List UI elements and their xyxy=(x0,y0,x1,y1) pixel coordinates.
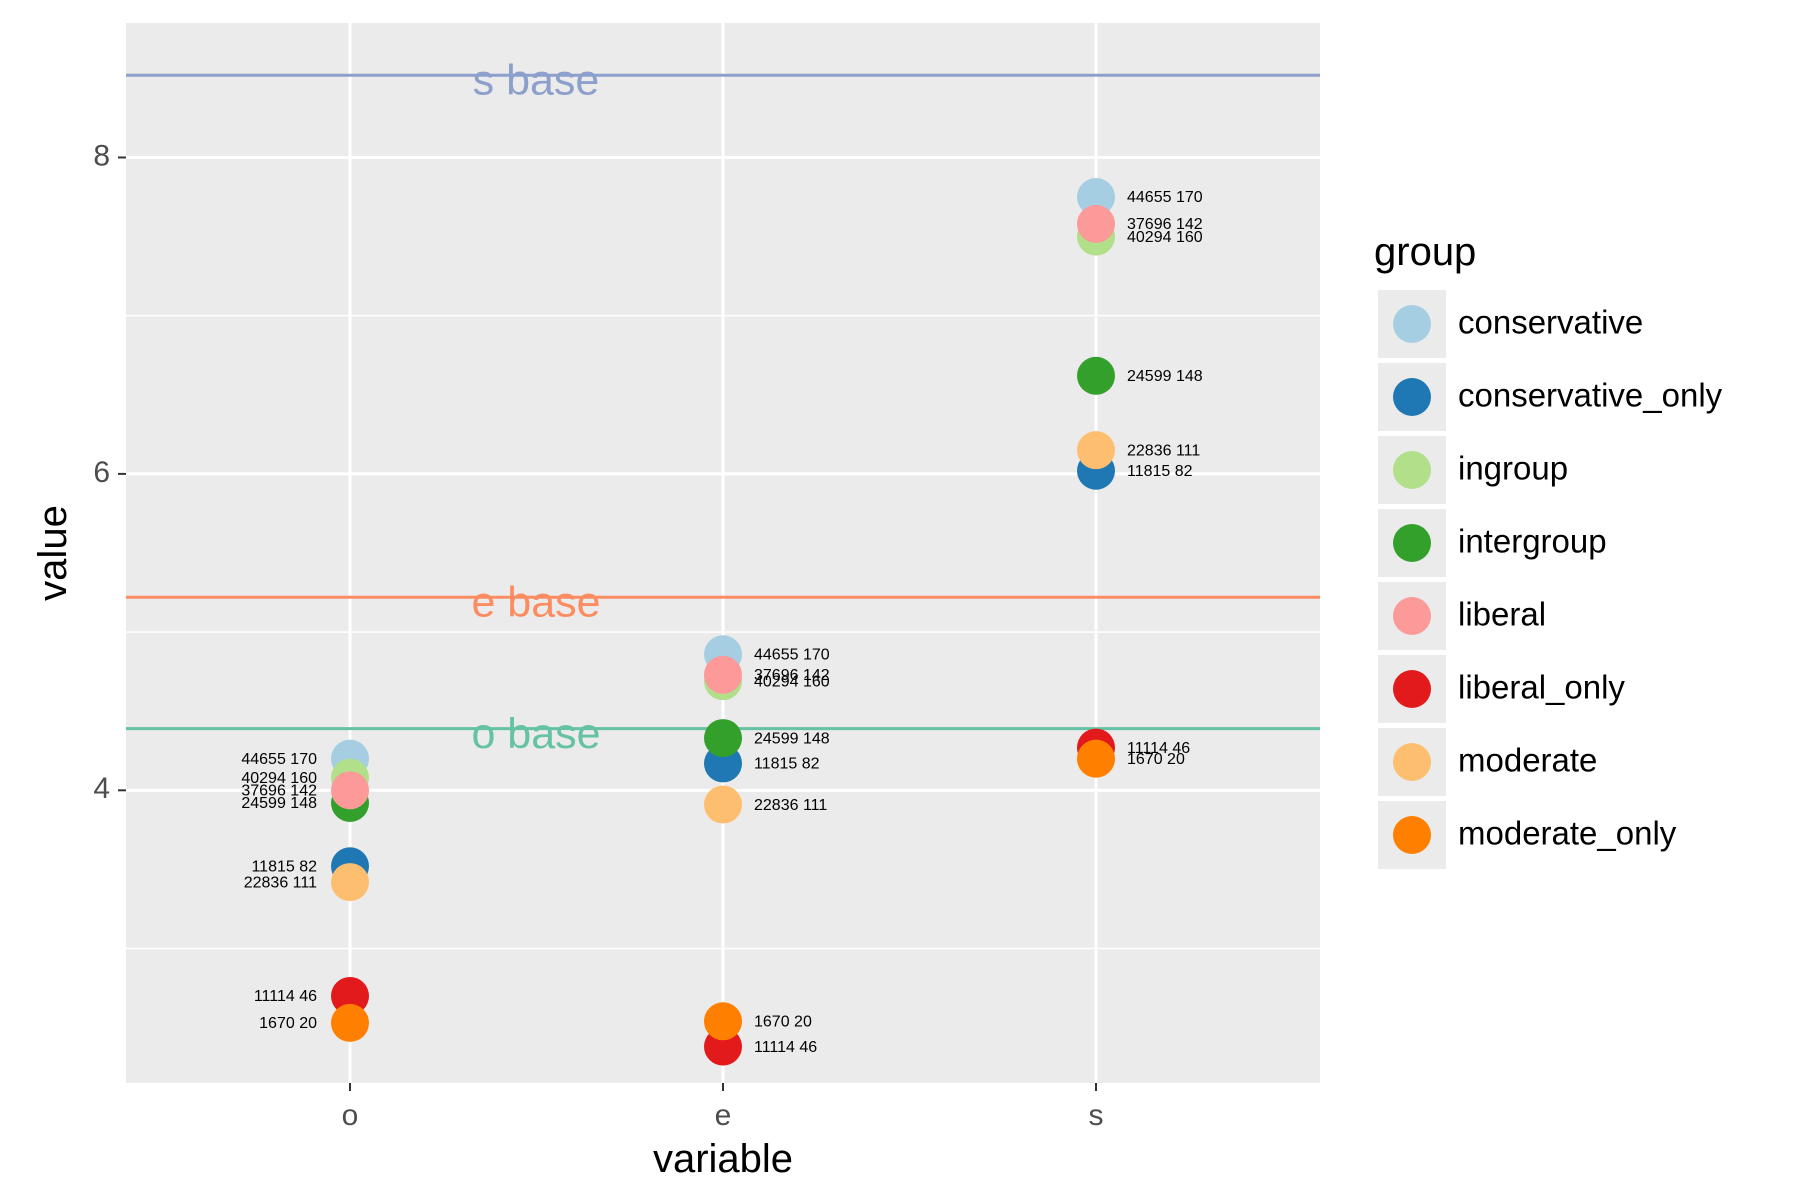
data-point xyxy=(1077,431,1115,470)
legend: group conservative conservative_onlyingro… xyxy=(1374,230,1723,869)
data-label: 44655 170 xyxy=(241,751,317,768)
data-label: 44655 170 xyxy=(754,646,830,663)
reference-line-label: o base xyxy=(471,710,600,758)
data-label: 11815 82 xyxy=(754,756,820,773)
legend-swatch xyxy=(1393,378,1431,416)
data-label: 22836 111 xyxy=(754,797,827,814)
legend-swatch xyxy=(1393,597,1431,635)
data-label: 11114 46 xyxy=(254,988,317,1005)
data-point xyxy=(331,976,369,1015)
data-point xyxy=(704,1002,742,1041)
data-label: 1670 20 xyxy=(1127,751,1185,768)
data-points xyxy=(331,178,1115,1066)
reference-lines: s base e base o base xyxy=(126,57,1320,758)
data-label: 11114 46 xyxy=(1127,740,1190,757)
x-tick-label: e xyxy=(715,1099,732,1132)
data-point xyxy=(1077,356,1115,395)
data-label: 40294 160 xyxy=(241,770,317,787)
data-point xyxy=(331,771,369,810)
data-point xyxy=(1077,204,1115,243)
legend-swatch xyxy=(1393,816,1431,854)
data-label: 1670 20 xyxy=(754,1014,812,1031)
data-point xyxy=(331,1003,369,1042)
data-label: 24599 148 xyxy=(754,730,830,747)
legend-item-label: moderate xyxy=(1458,742,1597,779)
data-label: 24599 148 xyxy=(241,795,317,812)
data-label: 37696 142 xyxy=(241,783,317,800)
legend-item-label: liberal_only xyxy=(1458,669,1625,706)
x-tick-label: o xyxy=(342,1099,359,1132)
legend-item-label: intergroup xyxy=(1458,523,1607,560)
data-label: 1670 20 xyxy=(259,1015,317,1032)
data-point xyxy=(704,719,742,758)
data-point xyxy=(704,785,742,824)
legend-item-label: ingroup xyxy=(1458,450,1568,487)
y-axis-title: value xyxy=(31,505,75,601)
data-label: 11815 82 xyxy=(1127,463,1193,480)
legend-swatch xyxy=(1393,451,1431,489)
data-label: 22836 111 xyxy=(244,874,317,891)
reference-line-label: s base xyxy=(473,57,600,105)
data-label: 22836 111 xyxy=(1127,442,1200,459)
data-point xyxy=(331,863,369,902)
legend-swatch xyxy=(1393,305,1431,343)
legend-swatch xyxy=(1393,743,1431,781)
y-tick-label: 6 xyxy=(93,456,110,489)
x-axis-title: variable xyxy=(653,1137,793,1181)
legend-item-label: conservative_only xyxy=(1458,377,1723,414)
y-tick-label: 4 xyxy=(93,772,110,805)
data-label: 24599 148 xyxy=(1127,368,1203,385)
data-label: 37696 142 xyxy=(754,667,830,684)
data-label: 40294 160 xyxy=(754,673,830,690)
data-point xyxy=(1077,178,1115,217)
y-axis: 4 6 8 xyxy=(93,139,126,805)
data-label: 37696 142 xyxy=(1127,216,1203,233)
legend-item-label: conservative xyxy=(1458,304,1643,341)
data-labels: 44655 170 44655 170 44655 170 11815 82 11815… xyxy=(241,189,1202,1056)
data-point xyxy=(704,655,742,694)
y-tick-label: 8 xyxy=(93,139,110,172)
x-tick-label: s xyxy=(1089,1099,1104,1132)
legend-swatch xyxy=(1393,670,1431,708)
legend-item-label: moderate_only xyxy=(1458,815,1677,852)
legend-title: group xyxy=(1374,230,1476,274)
data-label: 44655 170 xyxy=(1127,189,1203,206)
data-point xyxy=(1077,739,1115,778)
data-label: 11815 82 xyxy=(251,858,317,875)
legend-swatch xyxy=(1393,524,1431,562)
legend-item-label: liberal xyxy=(1458,596,1546,633)
data-label: 11114 46 xyxy=(754,1039,817,1056)
data-label: 40294 160 xyxy=(1127,229,1203,246)
reference-line-label: e base xyxy=(471,579,600,627)
